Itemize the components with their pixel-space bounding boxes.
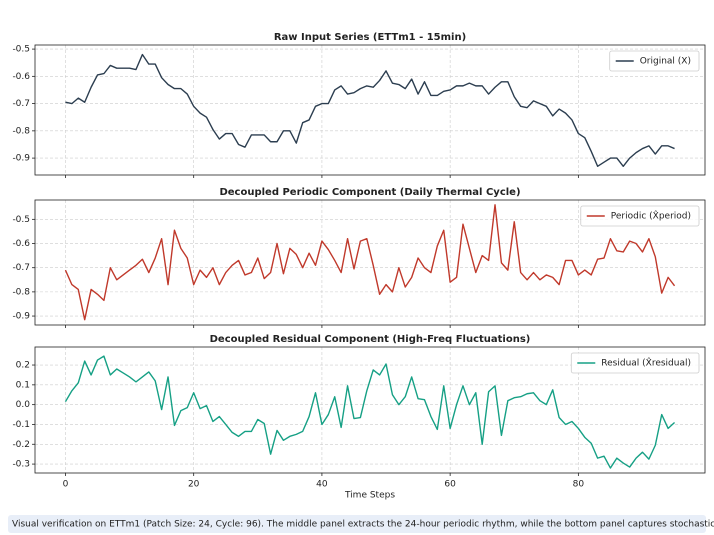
- y-tick-label: -0.7: [12, 99, 30, 109]
- chart-title: Decoupled Periodic Component (Daily Ther…: [219, 187, 520, 198]
- plot-frame: [34, 199, 706, 326]
- legend-label: Residual (X̂residual): [601, 357, 691, 369]
- line-series: [65, 53, 675, 167]
- legend-box: [580, 205, 700, 227]
- x-tick-label: 40: [316, 480, 328, 490]
- y-tick-label: 0.2: [16, 361, 30, 371]
- y-tick-label: -0.2: [12, 440, 30, 450]
- plot-frame: [34, 346, 706, 474]
- x-tick-label: 80: [573, 480, 585, 490]
- y-tick-label: -0.3: [12, 460, 30, 470]
- chart-title: Decoupled Residual Component (High-Freq …: [210, 334, 531, 345]
- y-tick-label: -0.9: [12, 154, 30, 164]
- x-axis-label: Time Steps: [344, 491, 395, 501]
- line-series: [64, 204, 676, 321]
- line-series: [64, 355, 676, 469]
- x-tick-label: 20: [188, 480, 200, 490]
- x-tick-label: 0: [63, 480, 69, 490]
- y-tick-label: -0.8: [12, 126, 30, 136]
- y-tick-label: -0.6: [12, 239, 30, 249]
- y-tick-label: -0.1: [12, 420, 30, 430]
- y-tick-label: -0.5: [12, 45, 30, 55]
- legend-box: [570, 352, 700, 374]
- y-tick-label: 0.0: [16, 400, 31, 410]
- y-tick-label: -0.5: [12, 215, 30, 225]
- y-tick-label: -0.7: [12, 263, 30, 273]
- y-tick-label: -0.8: [12, 287, 30, 297]
- y-tick-label: -0.9: [12, 312, 30, 322]
- caption-box: [8, 515, 706, 533]
- x-tick-label: 60: [444, 480, 456, 490]
- plot-frame: [34, 44, 706, 176]
- legend-box: [609, 50, 700, 72]
- legend-label: Original (X): [640, 57, 691, 67]
- chart-title: Raw Input Series (ETTm1 - 15min): [274, 32, 466, 43]
- legend-label: Periodic (X̂period): [611, 210, 691, 222]
- y-tick-label: -0.6: [12, 72, 30, 82]
- y-tick-label: 0.1: [16, 380, 30, 390]
- caption: Visual verification on ETTm1 (Patch Size…: [12, 520, 714, 530]
